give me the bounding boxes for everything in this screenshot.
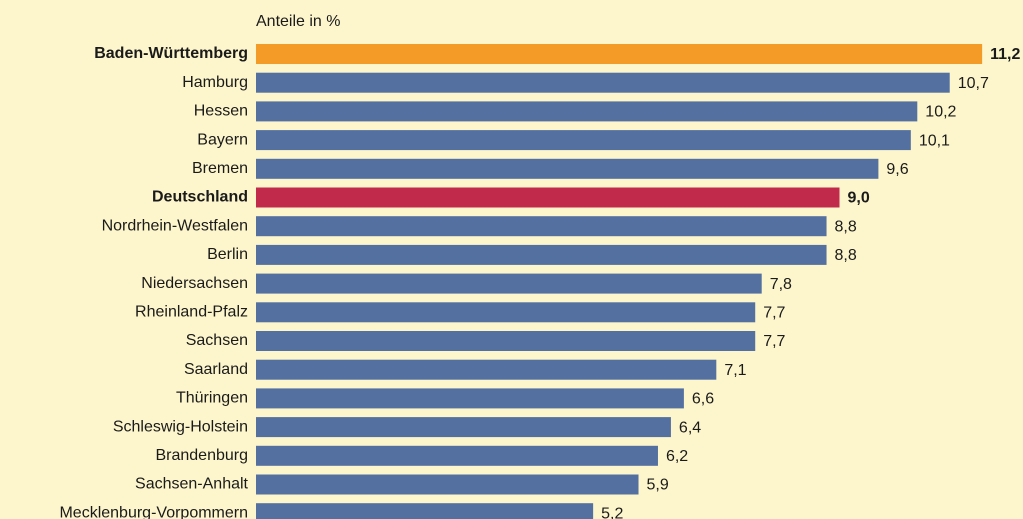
category-label: Sachsen bbox=[186, 332, 248, 349]
category-label: Mecklenburg-Vorpommern bbox=[59, 504, 248, 519]
value-label: 6,6 bbox=[692, 391, 714, 408]
bar bbox=[256, 417, 671, 438]
category-label: Niedersachsen bbox=[141, 275, 248, 292]
bar bbox=[256, 244, 827, 265]
bar bbox=[256, 72, 950, 93]
category-label: Brandenburg bbox=[155, 447, 248, 464]
value-label: 9,0 bbox=[848, 190, 870, 207]
value-label: 7,7 bbox=[763, 305, 785, 322]
value-label: 5,9 bbox=[647, 477, 669, 494]
value-label: 7,1 bbox=[724, 362, 746, 379]
value-label: 6,4 bbox=[679, 419, 701, 436]
category-label: Deutschland bbox=[152, 189, 248, 206]
value-label: 6,2 bbox=[666, 448, 688, 465]
value-label: 11,2 bbox=[990, 46, 1020, 63]
bar bbox=[256, 331, 756, 351]
bar bbox=[256, 388, 684, 409]
category-label: Hamburg bbox=[182, 74, 248, 91]
bar bbox=[256, 158, 879, 179]
value-label: 10,7 bbox=[958, 75, 989, 92]
bar bbox=[256, 474, 639, 495]
bar bbox=[256, 302, 756, 323]
bar bbox=[256, 130, 911, 151]
axis-label: Anteile in % bbox=[256, 13, 341, 30]
category-label: Baden-Württemberg bbox=[94, 45, 248, 62]
bar bbox=[256, 503, 594, 519]
value-label: 5,2 bbox=[601, 505, 623, 519]
value-label: 7,8 bbox=[770, 276, 792, 293]
bar bbox=[256, 359, 717, 380]
category-label: Berlin bbox=[207, 246, 248, 263]
category-label: Thüringen bbox=[176, 390, 248, 407]
category-label: Rheinland-Pfalz bbox=[135, 304, 248, 321]
bar bbox=[256, 273, 762, 294]
category-label: Bayern bbox=[197, 131, 248, 148]
category-label: Bremen bbox=[192, 160, 248, 177]
value-label: 9,6 bbox=[886, 161, 908, 178]
value-label: 10,2 bbox=[925, 104, 956, 121]
bar bbox=[256, 445, 658, 466]
value-label: 8,8 bbox=[835, 247, 857, 264]
bar bbox=[256, 44, 983, 64]
bar bbox=[256, 216, 827, 237]
category-label: Saarland bbox=[184, 361, 248, 378]
value-label: 10,1 bbox=[919, 132, 950, 149]
category-label: Schleswig-Holstein bbox=[113, 418, 248, 435]
category-label: Nordrhein-Westfalen bbox=[102, 217, 248, 234]
value-label: 7,7 bbox=[763, 333, 785, 350]
category-label: Hessen bbox=[194, 103, 248, 120]
value-label: 8,8 bbox=[835, 218, 857, 235]
bar bbox=[256, 187, 840, 208]
bar bbox=[256, 101, 918, 122]
category-label: Sachsen-Anhalt bbox=[135, 476, 249, 493]
